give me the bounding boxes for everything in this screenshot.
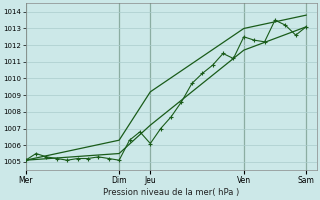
X-axis label: Pression niveau de la mer( hPa ): Pression niveau de la mer( hPa ) <box>103 188 239 197</box>
